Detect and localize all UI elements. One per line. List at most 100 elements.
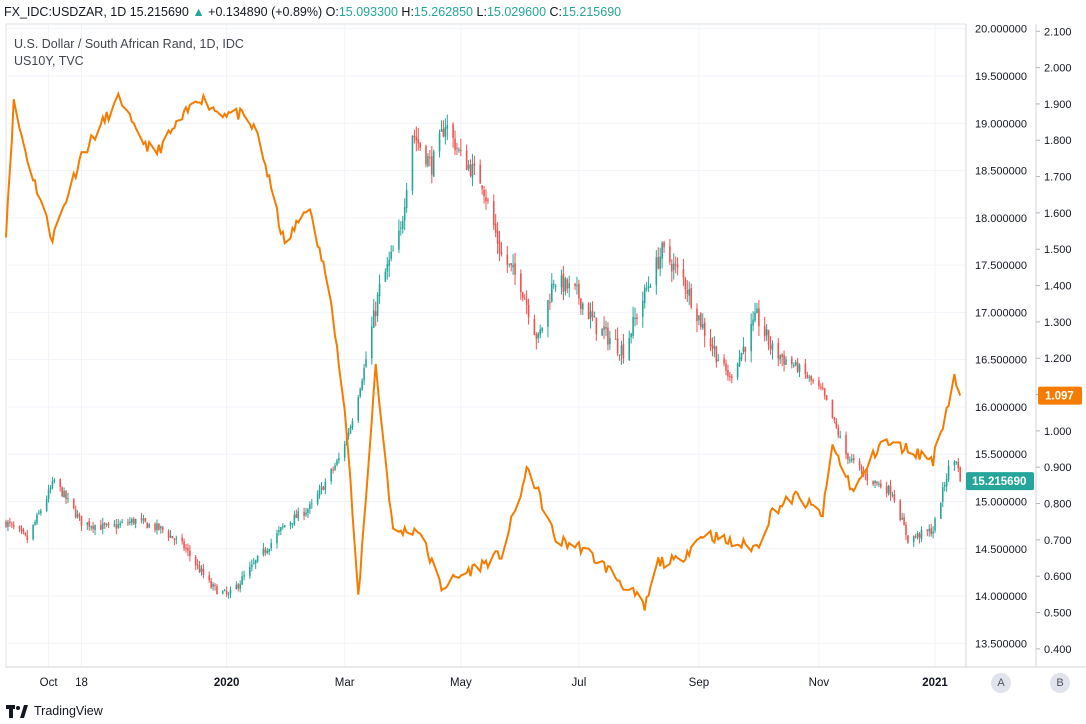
candle-body [744,347,747,352]
candle-body [359,388,361,397]
last-value-labels: 15.215690 1.097 [966,386,1082,491]
candle-body [357,397,360,421]
candle-body [763,325,766,336]
candle-body [684,278,687,290]
candle-body [51,480,54,489]
candle-body [53,479,56,482]
us10y-tick-label: 0.800 [1044,499,1072,511]
candle-body [403,207,406,221]
last-price: 15.215690 [129,5,189,19]
candle-body [492,201,495,226]
footer-brand[interactable]: TradingView [6,704,103,718]
candle-body [812,380,814,382]
candle-body [591,310,594,317]
candle-body [167,530,170,538]
usdzar-tick-label: 19.000000 [975,118,1027,130]
candle-body [9,521,11,524]
candle-body [20,528,23,531]
candle-body [386,263,389,272]
candle-body [101,523,104,529]
price-chart[interactable]: 20.000000 19.500000 19.000000 18.500000 18.0… [0,0,1086,700]
candle-body [105,524,108,526]
low-label: L: [476,5,487,19]
candle-body [885,486,888,494]
candle-body [934,518,936,531]
candle-body [390,251,392,259]
candle-body [18,526,21,530]
time-tick-label: 2021 [922,677,948,689]
usdzar-last-badge [966,472,1034,491]
us10y-tick-label: 0.400 [1044,644,1072,656]
candle-body [171,535,174,539]
candle-body [481,185,483,189]
usdzar-tick-label: 15.500000 [975,449,1027,461]
us10y-tick-label: 1.300 [1044,317,1072,329]
candle-body [384,271,387,282]
overlay-scale-button[interactable]: B [1050,673,1070,693]
candle-body [916,533,919,538]
candle-body [291,523,294,525]
candle-body [682,268,685,278]
candle-body [268,549,271,552]
candle-body [701,323,704,329]
candle-body [198,565,201,573]
candle-body [200,568,203,572]
candle-body [338,457,340,461]
symbol-title[interactable]: FX_IDC:USDZAR, 1D [4,5,127,19]
candle-body [322,487,325,491]
candle-body [742,346,745,353]
legend-overlay-series[interactable]: US10Y, TVC [14,54,84,68]
candle-body [899,500,901,520]
candle-body [851,458,853,461]
candle-body [241,576,243,585]
candle-body [729,375,731,377]
candle-body [160,526,162,529]
chart-legend: U.S. Dollar / South African Rand, 1D, ID… [14,36,244,70]
auto-scale-button[interactable]: A [991,673,1011,693]
candle-body [715,346,718,363]
candle-body [173,539,176,541]
candle-body [119,523,121,525]
candle-body [88,521,91,527]
usdzar-tick-label: 14.000000 [975,591,1027,603]
candle-body [76,514,79,518]
candle-body [564,278,567,292]
candle-body [405,189,408,209]
usdzar-tick-label: 16.500000 [975,355,1027,367]
candle-body [953,461,956,466]
candle-body [696,308,698,322]
time-axis[interactable]: Oct 18 2020 Mar May Jul Sep Nov 2021 [40,677,949,689]
candle-body [363,368,365,381]
candle-body [444,127,447,137]
candle-body [614,338,617,340]
candle-body [332,469,334,471]
us10y-price-axis[interactable]: 2.100 2.000 1.900 1.800 1.700 1.600 1.500 1.400… [1036,26,1072,656]
candle-body [320,486,323,490]
candle-body [347,432,350,436]
usdzar-price-axis[interactable]: 20.000000 19.500000 19.000000 18.500000 18.0… [975,24,1027,651]
candle-body [185,547,187,550]
candle-body [12,525,15,527]
legend-main-series[interactable]: U.S. Dollar / South African Rand, 1D, ID… [14,37,244,51]
open-value: 15.093300 [338,5,398,19]
candle-body [65,490,67,499]
candle-body [580,298,582,309]
candle-body [494,223,497,233]
candle-body [510,263,512,266]
candle-body [709,338,712,347]
candle-body [431,156,433,175]
candle-body [473,163,476,166]
candle-body [307,509,309,514]
candle-body [293,515,296,525]
plot-area[interactable] [5,23,967,668]
candle-body [750,324,752,352]
candle-body [303,511,305,516]
candle-body [343,444,346,458]
candle-body [912,535,915,542]
candle-body [756,308,758,314]
candle-body [659,256,661,269]
candle-body [765,329,768,336]
candle-body [527,305,530,318]
usdzar-last-value: 15.215690 [972,476,1026,488]
candle-body [438,132,441,152]
